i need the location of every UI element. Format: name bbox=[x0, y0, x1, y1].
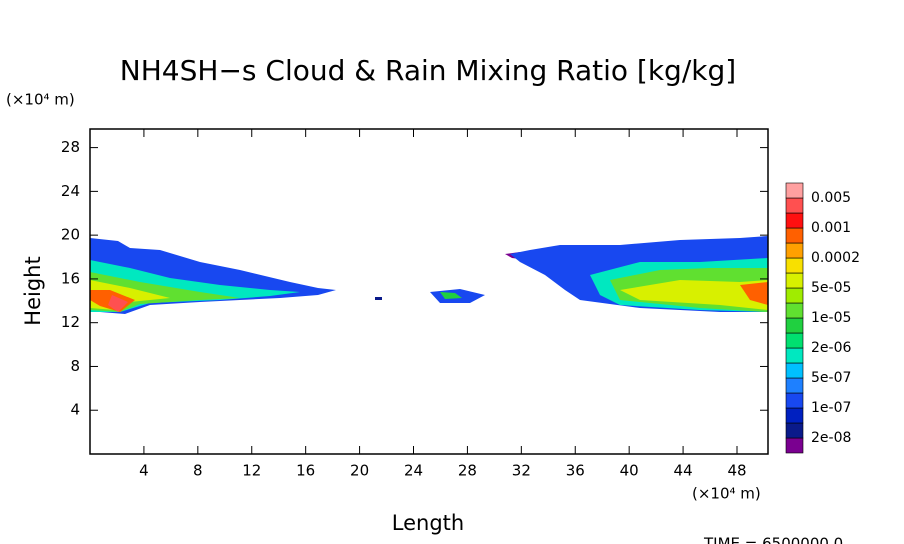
x-tick-label: 48 bbox=[727, 462, 746, 480]
colorbar-swatch bbox=[785, 407, 804, 424]
colorbar-label: 2e-08 bbox=[811, 430, 851, 446]
colorbar-label: 5e-05 bbox=[811, 280, 851, 296]
colorbar-swatch bbox=[785, 377, 804, 394]
y-tick-label: 28 bbox=[61, 138, 80, 156]
colorbar-swatch bbox=[785, 347, 804, 364]
colorbar-label: 0.005 bbox=[811, 190, 851, 206]
contour-region bbox=[440, 292, 462, 299]
colorbar-label: 2e-06 bbox=[811, 340, 851, 356]
x-tick-label: 32 bbox=[512, 462, 531, 480]
y-tick-label: 24 bbox=[61, 182, 80, 200]
x-axis-label: Length bbox=[392, 511, 464, 535]
x-tick-label: 16 bbox=[296, 462, 315, 480]
contour-region bbox=[620, 280, 768, 310]
y-tick-label: 8 bbox=[70, 357, 80, 375]
x-tick-label: 12 bbox=[242, 462, 261, 480]
colorbar-label: 5e-07 bbox=[811, 370, 851, 386]
colorbar-swatch bbox=[785, 272, 804, 289]
colorbar-swatch bbox=[785, 332, 804, 349]
x-tick-label: 4 bbox=[139, 462, 149, 480]
colorbar-swatch bbox=[785, 227, 804, 244]
x-tick-label: 44 bbox=[674, 462, 693, 480]
colorbar-swatch bbox=[785, 242, 804, 259]
colorbar-swatch bbox=[785, 197, 804, 214]
colorbar-label: 0.0002 bbox=[811, 250, 860, 266]
colorbar-swatch bbox=[785, 362, 804, 379]
colorbar-label: 1e-07 bbox=[811, 400, 851, 416]
plot-frame bbox=[89, 128, 769, 455]
plot-area bbox=[90, 236, 768, 314]
y-tick-label: 12 bbox=[61, 313, 80, 331]
colorbar-swatch bbox=[785, 212, 804, 229]
y-unit: (×10⁴ m) bbox=[6, 91, 75, 109]
colorbar-swatch bbox=[785, 302, 804, 319]
time-label: TIME = 6500000.0 bbox=[703, 535, 843, 544]
x-tick-label: 40 bbox=[620, 462, 639, 480]
colorbar-label: 0.001 bbox=[811, 220, 851, 236]
colorbar-swatch bbox=[785, 287, 804, 304]
contour-region bbox=[740, 282, 768, 305]
x-tick-label: 20 bbox=[350, 462, 369, 480]
x-unit: (×10⁴ m) bbox=[692, 485, 761, 503]
x-tick-label: 28 bbox=[458, 462, 477, 480]
y-axis-label: Height bbox=[21, 256, 45, 325]
contour-region bbox=[375, 297, 382, 300]
colorbar-swatch bbox=[785, 392, 804, 409]
x-tick-label: 36 bbox=[566, 462, 585, 480]
y-tick-label: 20 bbox=[61, 226, 80, 244]
x-tick-label: 24 bbox=[404, 462, 423, 480]
y-tick-label: 16 bbox=[61, 269, 80, 287]
colorbar-swatch bbox=[785, 257, 804, 274]
contour-region bbox=[108, 295, 128, 312]
colorbar-swatch bbox=[785, 317, 804, 334]
colorbar-swatch bbox=[785, 422, 804, 439]
colorbar-label: 1e-05 bbox=[811, 310, 851, 326]
chart-title: NH4SH−s Cloud & Rain Mixing Ratio [kg/kg… bbox=[120, 54, 736, 87]
x-tick-label: 8 bbox=[193, 462, 203, 480]
y-tick-label: 4 bbox=[70, 401, 80, 419]
colorbar-swatch bbox=[785, 437, 804, 454]
colorbar-swatch bbox=[785, 182, 804, 199]
